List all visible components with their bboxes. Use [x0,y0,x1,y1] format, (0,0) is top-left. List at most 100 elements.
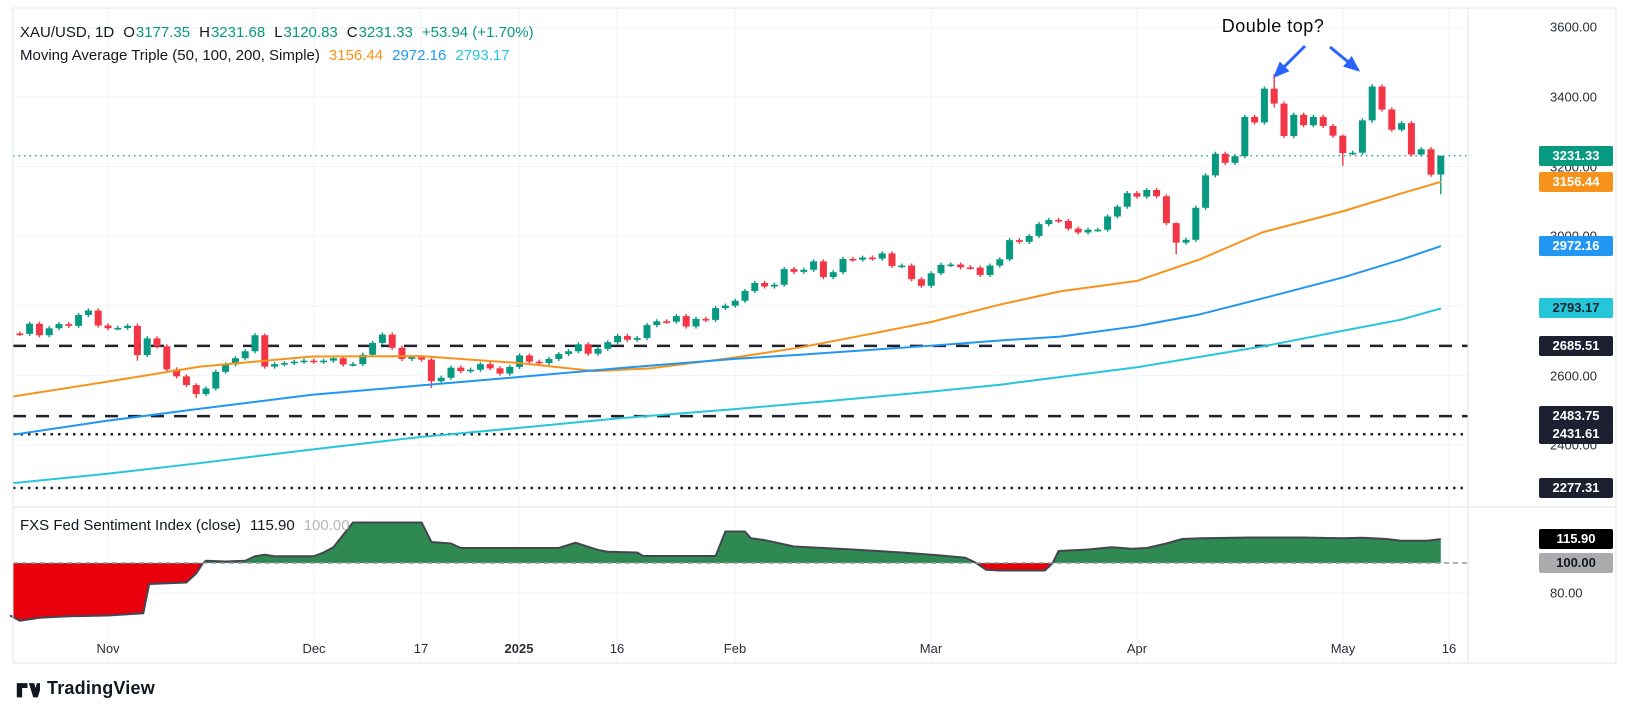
candle [1064,218,1072,231]
candle [1035,222,1043,239]
candle [506,364,514,376]
blue-arrow [1329,45,1361,72]
candle [1211,151,1219,178]
candle [1143,187,1151,199]
candle [859,255,867,262]
candle [790,266,798,274]
candle [917,277,925,288]
candle [476,362,484,372]
candle [1437,155,1445,195]
price-axis-badge: 2685.51 [1539,335,1613,356]
candle [486,362,494,371]
sma-200-line [13,307,1442,485]
price-axis-badge: 115.90 [1539,529,1613,550]
tradingview-logo-icon [16,683,40,698]
change-value: +53.94 (+1.70%) [421,24,534,41]
ma-value-100: 2972.16 [392,47,447,64]
candle [1329,123,1337,138]
candle [1055,217,1063,224]
candle [16,331,24,336]
candle [65,322,73,328]
double-top-annotation[interactable]: Double top? [1221,16,1325,36]
candle [1153,187,1161,199]
sentiment-line [9,521,1441,622]
sentiment-negative-area [13,563,1053,621]
candle [359,352,367,367]
candle [378,332,386,345]
time-axis-label-feb: Feb [723,641,747,656]
candle [1290,112,1298,139]
price-axis-badge: 2972.16 [1539,236,1613,257]
symbol-title: XAU/USD, 1D [20,24,115,41]
candle [241,349,249,361]
candle [849,256,857,262]
candle [1270,74,1278,108]
candle [888,251,896,269]
time-axis-label-apr: Apr [1126,641,1148,656]
sentiment-legend[interactable]: FXS Fed Sentiment Index (close) 115.90 1… [20,517,350,534]
pane-borders [12,7,1617,664]
candle [271,362,279,369]
candle [349,362,357,367]
candle [300,358,308,364]
candle [124,323,132,331]
candle [770,282,778,289]
candle [231,356,239,367]
candle [192,383,200,398]
candle [447,365,455,380]
ma-value-200: 2793.17 [455,47,510,64]
candle [555,351,563,362]
candle [1319,114,1327,128]
candle [819,259,827,280]
candle [290,359,298,366]
candle [310,358,318,364]
candle [1309,114,1317,128]
candle [320,358,328,364]
candle [692,316,700,329]
price-axis-badge: 100.00 [1539,553,1613,573]
candle [1358,118,1366,155]
time-axis-label-nov: Nov [96,641,120,656]
candle [525,353,533,364]
ma-legend[interactable]: Moving Average Triple (50, 100, 200, Sim… [20,47,510,64]
candle [1339,134,1347,166]
candle [388,332,396,350]
candle [839,256,847,275]
candle [35,321,43,338]
candle [1182,237,1190,245]
candle [1368,84,1376,123]
candle [780,266,788,287]
candle [1006,238,1014,262]
gridlines [13,8,1468,663]
sma-50-line [13,180,1442,398]
candle [163,344,171,372]
candle [1015,238,1023,244]
candle [761,280,769,289]
candle [202,386,210,397]
candle [1202,173,1210,210]
candle [1221,151,1229,165]
ma-value-50: 3156.44 [328,47,384,64]
symbol-legend[interactable]: XAU/USD, 1D O 3177.35 H 3231.68 L 3120.83 C… [20,24,534,41]
ohlc-close: C 3231.33 [346,24,413,41]
candle [1162,194,1170,226]
candle [633,335,641,342]
candle [1280,101,1288,139]
candle [1094,227,1102,232]
candle [1300,112,1308,128]
price-axis-label: 2600.00 [1550,368,1597,384]
tradingview-logo[interactable]: TradingView [15,676,155,701]
candle [966,265,974,270]
candle [133,323,141,361]
candle [1260,86,1268,125]
candle [594,346,602,356]
candle [868,255,876,261]
candle [712,305,720,323]
candle [565,349,573,357]
time-axis-label-16: 16 [1441,641,1457,656]
candle [437,375,445,384]
candle [84,308,92,318]
candle [1133,191,1141,199]
price-axis-label: 3400.00 [1550,89,1597,105]
